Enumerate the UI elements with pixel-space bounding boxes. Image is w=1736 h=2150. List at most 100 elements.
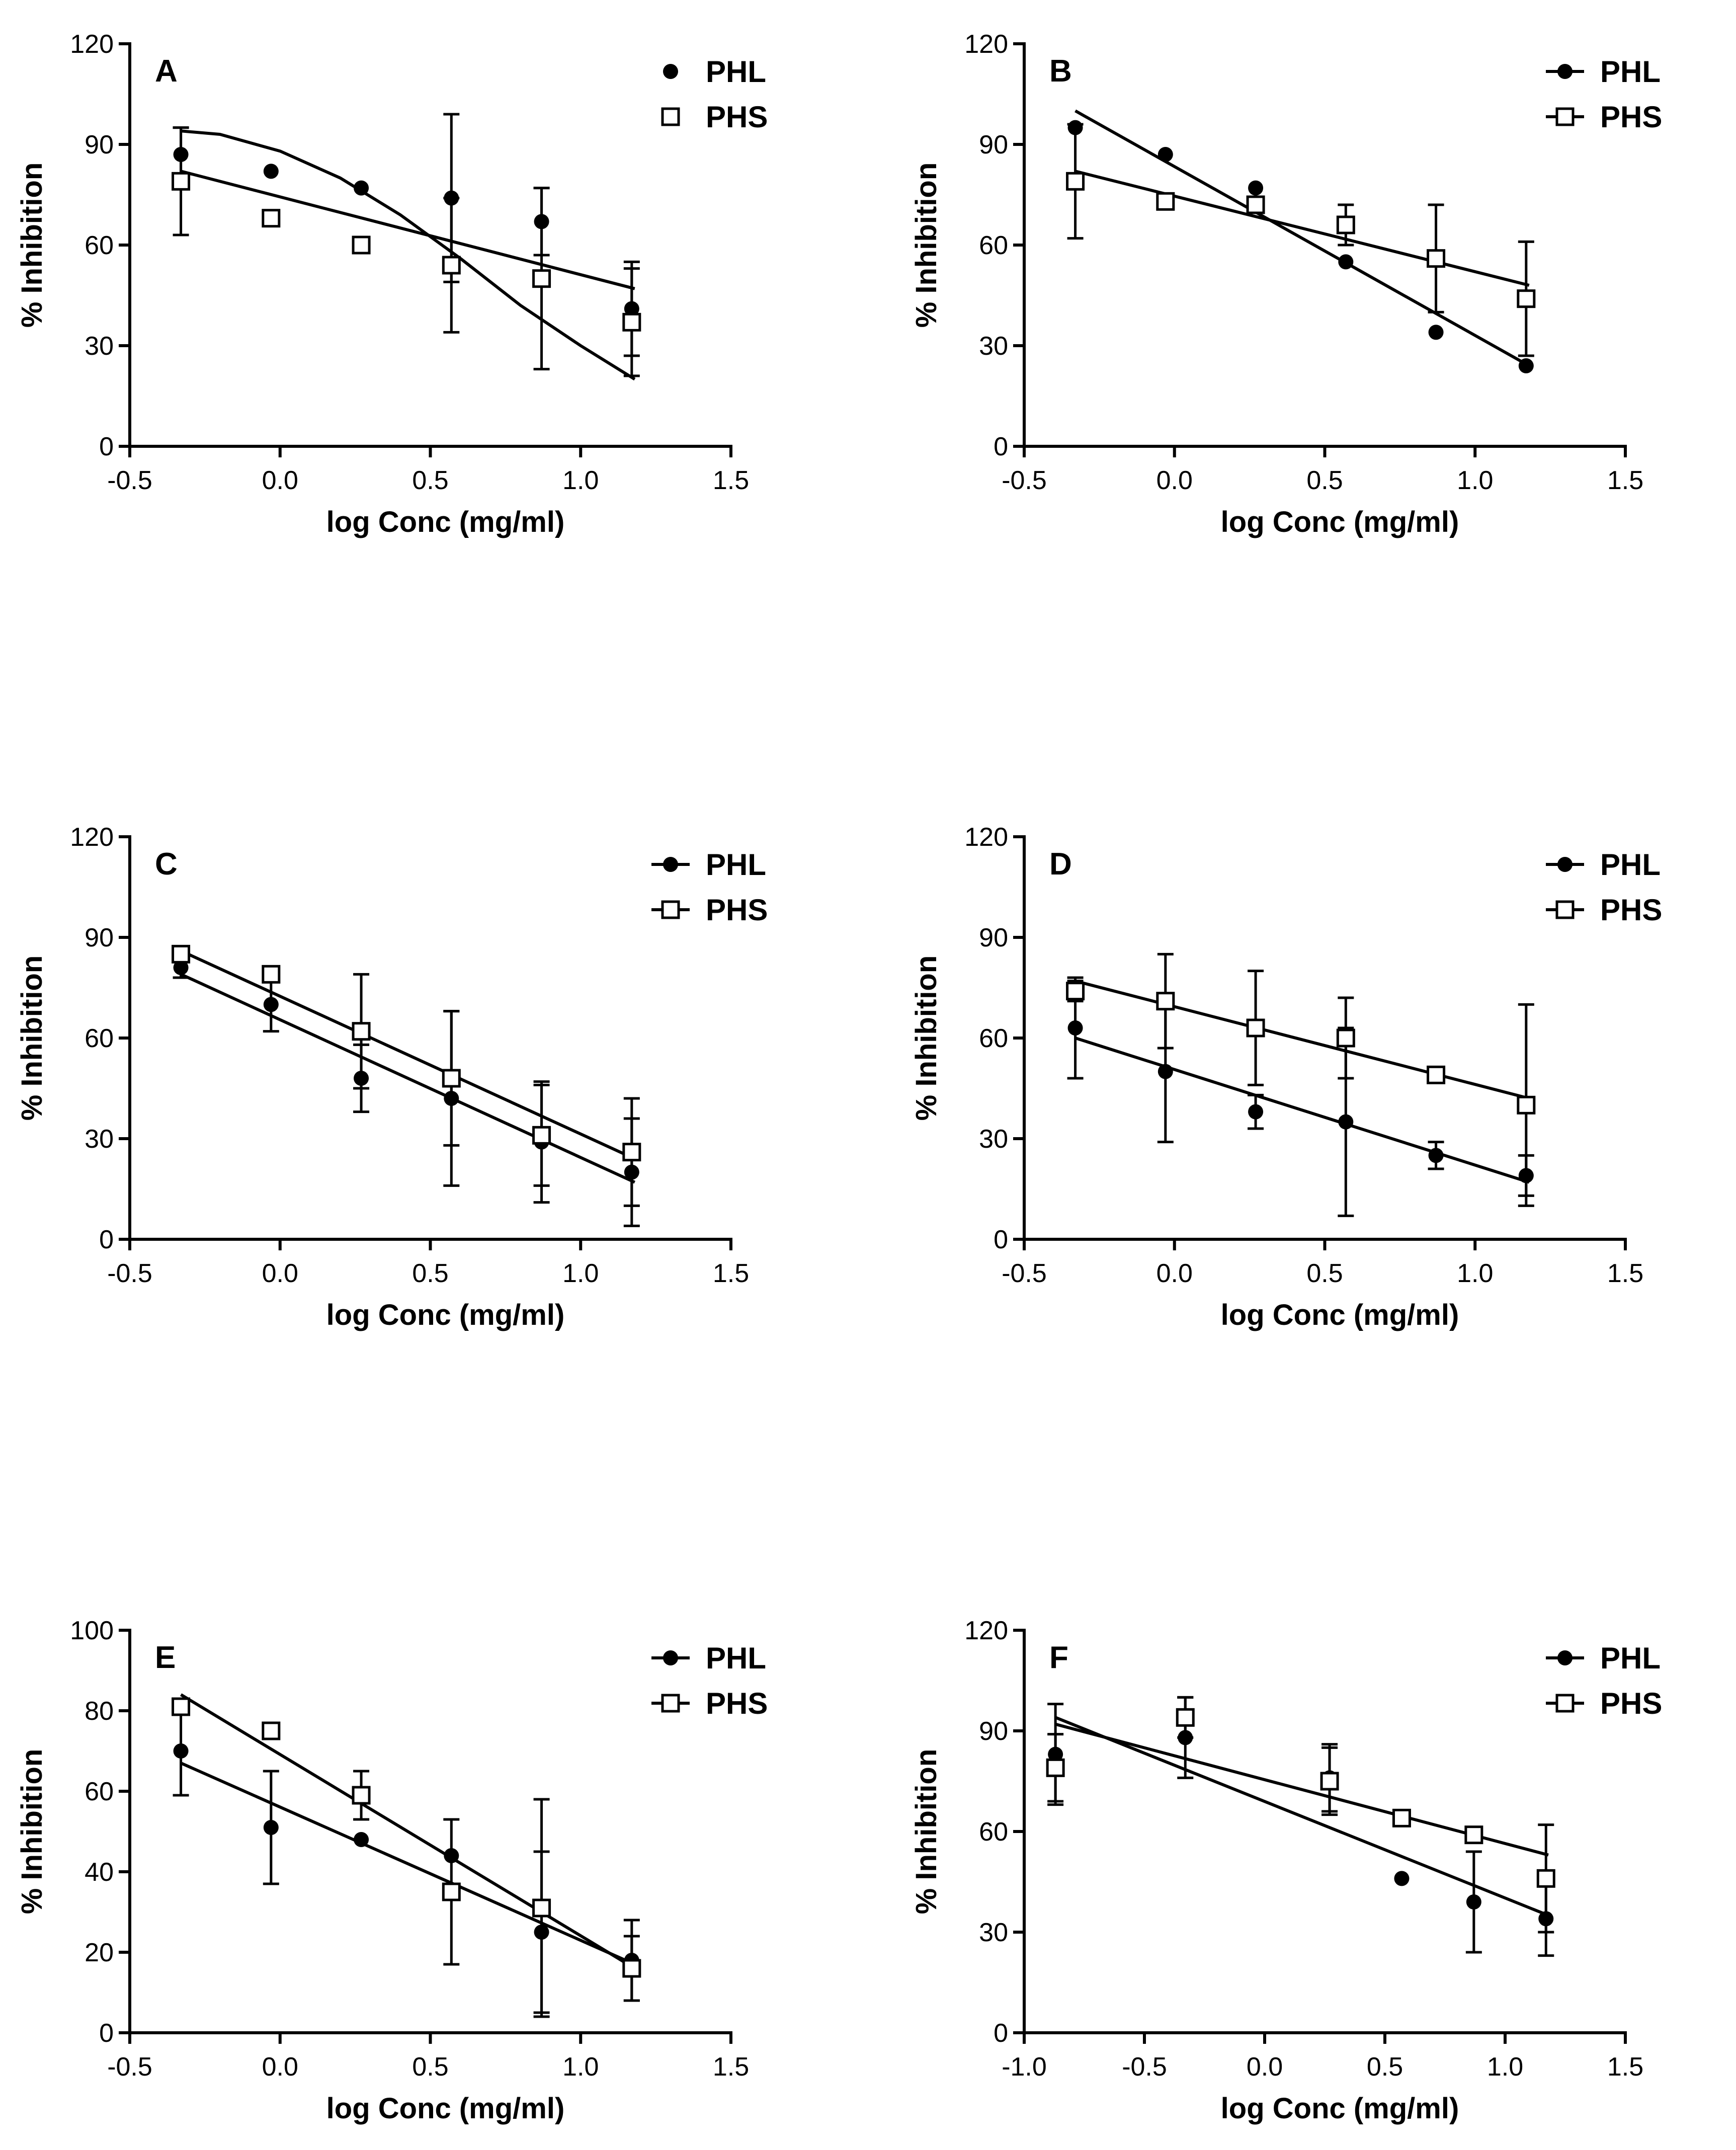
x-tick-label: 1.0 <box>562 466 599 495</box>
phs-point <box>1176 1708 1195 1727</box>
y-tick-label: 20 <box>85 1938 114 1967</box>
legend-phl-marker <box>663 64 678 79</box>
phs-point <box>262 209 281 228</box>
y-axis-title: % Inhibition <box>910 955 943 1121</box>
x-tick-label: 0.0 <box>1156 466 1193 495</box>
y-tick-label: 120 <box>70 823 114 852</box>
x-tick-label: 0.5 <box>412 1259 448 1288</box>
phl-fit-line <box>1074 109 1530 367</box>
panel-label: A <box>155 54 178 89</box>
phl-fit-line <box>1054 1716 1549 1917</box>
y-tick-label: 90 <box>85 130 114 160</box>
x-axis-title: log Conc (mg/ml) <box>326 2092 565 2125</box>
phs-point <box>1464 1825 1483 1845</box>
y-tick-label: 0 <box>99 432 114 461</box>
phs-point <box>1427 249 1446 268</box>
y-tick-label: 0 <box>99 1225 114 1254</box>
y-tick-label: 30 <box>979 332 1008 361</box>
phs-point <box>1156 192 1175 211</box>
phl-point <box>1518 358 1534 373</box>
x-tick-label: 0.0 <box>262 2052 298 2082</box>
x-tick-label: 1.5 <box>1607 466 1643 495</box>
x-tick-label: -0.5 <box>1002 466 1047 495</box>
x-axis-title: log Conc (mg/ml) <box>326 1299 565 1331</box>
phs-point <box>532 269 551 288</box>
phl-point <box>1338 1114 1354 1130</box>
phl-point <box>263 997 279 1012</box>
phl-point <box>1067 1020 1083 1036</box>
x-tick-label: -0.5 <box>107 1259 152 1288</box>
phl-fit-line <box>181 129 636 381</box>
panel-label: B <box>1049 54 1072 89</box>
phl-point <box>1394 1871 1410 1886</box>
y-tick-label: 60 <box>979 1817 1008 1847</box>
y-axis-title: % Inhibition <box>910 163 943 328</box>
y-tick-label: 90 <box>85 923 114 952</box>
legend-phs-label: PHS <box>1600 893 1662 927</box>
phs-point <box>1066 172 1085 191</box>
phs-point <box>1246 195 1265 214</box>
phl-point <box>354 180 369 196</box>
phs-point <box>442 1882 461 1901</box>
panel-b: 0 30 60 90 120 -0.5 0.0 0.5 1.0 1.5 log Conc (mg/m… <box>910 30 1662 538</box>
x-tick-label: 0.0 <box>1156 1259 1193 1288</box>
x-tick-label: 1.5 <box>1607 1259 1643 1288</box>
x-tick-label: 0.5 <box>1306 1259 1343 1288</box>
panel-label: E <box>155 1640 176 1675</box>
y-tick-label: 60 <box>979 231 1008 260</box>
phs-point <box>1392 1808 1411 1827</box>
panel-a: 0 30 60 90 120 -0.5 0.0 0.5 1.0 1.5 log Conc (mg/m… <box>16 30 768 538</box>
x-tick-label: 1.0 <box>562 1259 599 1288</box>
legend-phs-label: PHS <box>706 1687 768 1720</box>
legend-phl-marker <box>1557 857 1573 872</box>
x-axis-title: log Conc (mg/ml) <box>1221 1299 1459 1331</box>
phs-point <box>1536 1869 1555 1888</box>
y-tick-label: 90 <box>979 923 1008 952</box>
phl-point <box>1428 325 1444 340</box>
x-tick-label: 0.0 <box>262 466 298 495</box>
phs-point <box>172 944 191 964</box>
y-tick-label: 0 <box>994 432 1008 461</box>
phs-point <box>622 1143 641 1162</box>
legend-phl-marker <box>663 1650 678 1665</box>
y-tick-label: 60 <box>85 231 114 260</box>
phs-point <box>1046 1758 1065 1777</box>
phs-point <box>1336 215 1355 234</box>
y-tick-label: 30 <box>85 332 114 361</box>
phs-fit-line <box>1074 979 1530 1100</box>
legend-phs-marker <box>661 107 680 126</box>
phs-point <box>622 312 641 332</box>
y-tick-label: 100 <box>70 1616 114 1645</box>
x-tick-label: 1.5 <box>1607 2052 1643 2082</box>
legend-phs-marker <box>661 1694 680 1713</box>
x-tick-label: 1.0 <box>1457 466 1493 495</box>
x-tick-label: 0.5 <box>412 2052 448 2082</box>
x-tick-label: 1.0 <box>1457 1259 1493 1288</box>
phl-fit-line <box>180 973 636 1184</box>
phl-fit-line <box>1074 1037 1530 1184</box>
legend-phl-label: PHL <box>706 1641 766 1675</box>
x-axis-title: log Conc (mg/ml) <box>1221 2092 1459 2125</box>
y-tick-label: 60 <box>85 1024 114 1053</box>
y-axis-title: % Inhibition <box>16 955 48 1121</box>
y-tick-label: 0 <box>99 2019 114 2048</box>
phs-fit-line <box>180 949 636 1160</box>
phs-point <box>442 1069 461 1088</box>
phs-point <box>1336 1028 1355 1048</box>
phs-point <box>532 1898 551 1918</box>
legend-phl-label: PHL <box>706 55 766 89</box>
x-tick-label: 0.0 <box>1247 2052 1283 2082</box>
phl-point <box>1466 1894 1481 1909</box>
y-tick-label: 120 <box>70 30 114 59</box>
phl-point <box>354 1832 369 1847</box>
phs-point <box>1427 1065 1446 1084</box>
x-tick-label: 0.5 <box>412 466 448 495</box>
x-tick-label: 0.5 <box>1306 466 1343 495</box>
phs-point <box>352 1786 371 1805</box>
legend-phl-label: PHL <box>1600 848 1661 882</box>
legend-phs-marker <box>1555 1694 1575 1713</box>
legend-phl-marker <box>663 857 678 872</box>
phl-point <box>1428 1148 1444 1163</box>
phs-point <box>1517 1095 1536 1114</box>
